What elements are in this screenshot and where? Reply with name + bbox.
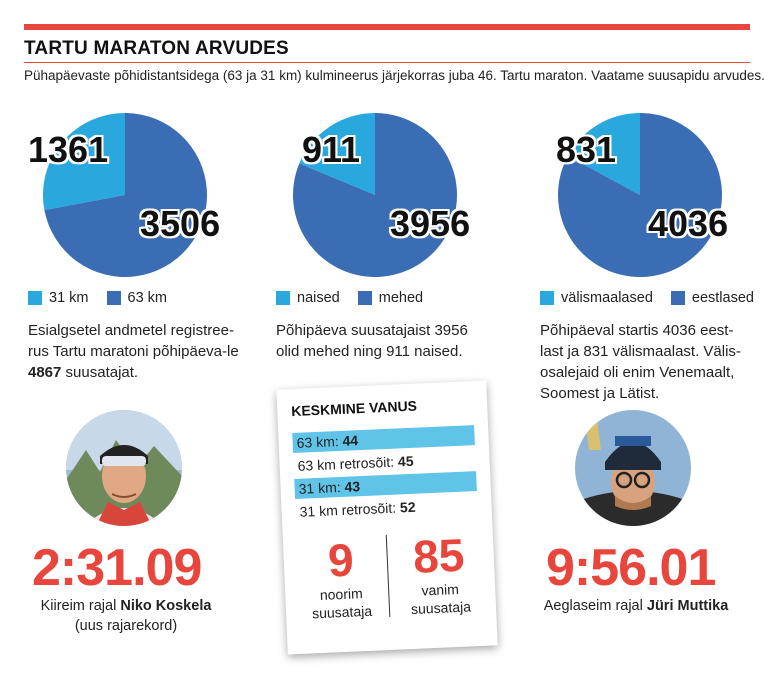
pie-chart-nationality xyxy=(558,110,722,280)
page-subtitle: Pühapäevaste põhidistantsidega (63 ja 31… xyxy=(24,68,765,83)
fastest-name: Niko Koskela xyxy=(120,598,212,614)
slowest-caption-prefix: Aeglaseim rajal xyxy=(543,598,647,614)
fastest-caption: Kiireim rajal Niko Koskela (uus rajarekor… xyxy=(28,596,224,636)
pie-slice-nationality-1 xyxy=(558,113,722,277)
pie-svg-nationality xyxy=(558,113,722,277)
oldest-label-line2: suusataja xyxy=(410,598,472,618)
fastest-caption-prefix: Kiireim rajal xyxy=(40,598,121,614)
pie-label-men: 3956 xyxy=(390,203,471,244)
avatar-slowest-skier xyxy=(575,410,691,526)
legend-swatch-women xyxy=(276,291,290,305)
legend-swatch-63km xyxy=(106,291,121,305)
title-divider xyxy=(24,62,750,63)
average-age-card: KESKMINE VANUS 63 km: 44 63 km retrosõit… xyxy=(276,380,498,655)
youngest-label-line2: suusataja xyxy=(311,602,373,622)
age-row-31km-value: 43 xyxy=(344,478,361,495)
slowest-name: Jüri Muttika xyxy=(646,598,729,614)
age-row-63km-label: 63 km: xyxy=(296,432,343,451)
description-distance-text: Esialgsetel andmetel registree-rus Tartu… xyxy=(28,322,239,360)
legend-label-men: mehed xyxy=(378,290,424,306)
pie-label-foreigners: 831 xyxy=(556,129,617,170)
oldest-age: 85 xyxy=(412,528,466,583)
description-distance-text-end: suusatajat. xyxy=(61,364,139,381)
fastest-note: (uus rajarekord) xyxy=(74,618,178,634)
avatar-fastest-skier xyxy=(66,410,182,526)
slowest-caption: Aeglaseim rajal Jüri Muttika xyxy=(530,596,742,616)
average-age-title: KESKMINE VANUS xyxy=(290,397,418,420)
age-row-31km-retro: 31 km retrosõit: 52 xyxy=(295,494,478,522)
legend-gender: naised mehed xyxy=(276,290,441,306)
pie-slice-gender-0 xyxy=(299,113,375,195)
pie-chart-gender xyxy=(293,110,457,280)
description-distance-total: 4867 xyxy=(28,364,62,381)
pie-label-estonians: 4036 xyxy=(648,203,729,244)
legend-label-31km: 31 km xyxy=(49,290,89,306)
fastest-time: 2:31.09 xyxy=(32,539,202,597)
page-title: TARTU MARATON ARVUDES xyxy=(24,38,289,59)
age-row-31km-retro-label: 31 km retrosõit: xyxy=(299,499,401,520)
age-row-63km-retro-value: 45 xyxy=(397,452,414,470)
legend-label-foreigners: välismaalased xyxy=(561,290,653,306)
legend-swatch-estonians xyxy=(670,291,685,305)
legend-swatch-31km xyxy=(28,291,42,305)
age-row-31km-label: 31 km: xyxy=(298,478,345,497)
youngest-label-line1: noorim xyxy=(319,585,364,603)
legend-swatch-men xyxy=(357,291,372,305)
youngest-age: 9 xyxy=(326,533,355,587)
pie-slice-nationality-0 xyxy=(567,113,640,195)
pie-label-63km: 3506 xyxy=(140,203,221,244)
pie-slice-distance-1 xyxy=(44,113,207,277)
pie-svg-gender xyxy=(293,113,457,277)
pie-label-women: 911 xyxy=(302,129,361,170)
oldest-label-line1: vanim xyxy=(421,580,460,599)
youngest-label: noorim suusataja xyxy=(295,583,388,623)
legend-label-estonians: eestlased xyxy=(691,290,754,306)
pie-label-31km: 1361 xyxy=(28,129,109,170)
description-gender: Põhipäeva suusatajaist 3956 olid mehed n… xyxy=(276,320,486,362)
legend-swatch-foreigners xyxy=(540,291,554,305)
legend-label-63km: 63 km xyxy=(127,290,168,306)
legend-nationality: välismaalased eestlased xyxy=(540,290,768,306)
description-gender-text: Põhipäeva suusatajaist 3956 olid mehed n… xyxy=(276,322,468,360)
age-row-63km-retro-label: 63 km retrosõit: xyxy=(297,453,399,474)
pie-slice-gender-1 xyxy=(293,113,457,277)
oldest-label: vanim suusataja xyxy=(395,579,486,619)
description-nationality: Põhipäeval startis 4036 eest-last ja 831… xyxy=(540,320,755,404)
top-accent-bar xyxy=(24,24,750,30)
description-distance: Esialgsetel andmetel registree-rus Tartu… xyxy=(28,320,248,383)
pie-chart-distance xyxy=(43,110,207,280)
description-nationality-text: Põhipäeval startis 4036 eest-last ja 831… xyxy=(540,322,741,402)
age-row-31km-retro-value: 52 xyxy=(399,498,416,516)
legend-label-women: naised xyxy=(297,290,340,306)
legend-distance: 31 km 63 km xyxy=(28,290,185,306)
age-row-63km-value: 44 xyxy=(342,432,359,449)
slowest-time: 9:56.01 xyxy=(546,539,716,597)
pie-slice-distance-0 xyxy=(43,113,126,211)
pie-svg-distance xyxy=(43,113,207,277)
